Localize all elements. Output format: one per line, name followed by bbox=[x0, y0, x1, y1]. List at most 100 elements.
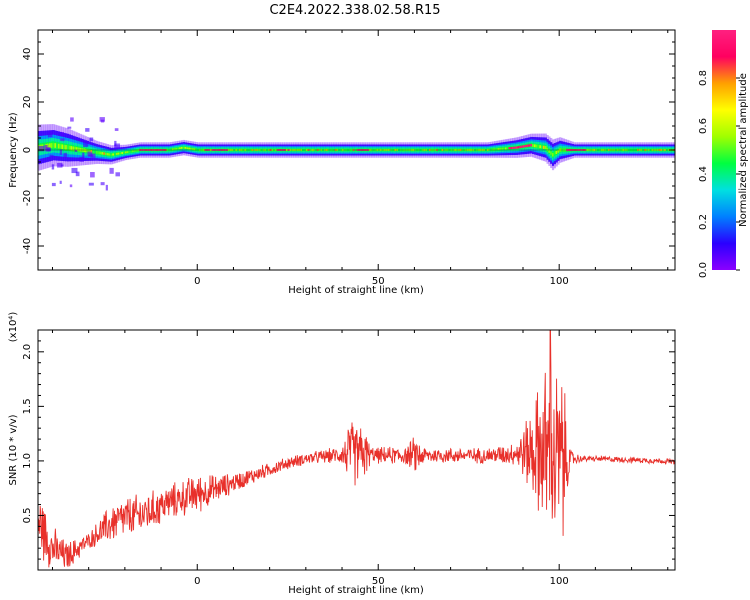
spectrogram-cell bbox=[45, 147, 51, 152]
spectrogram-cell bbox=[177, 147, 180, 150]
spectrogram-cell bbox=[124, 151, 128, 154]
y-tick-label: 1.0 bbox=[22, 453, 33, 469]
spectrogram-cell bbox=[51, 182, 56, 187]
spectrogram-cell bbox=[521, 145, 524, 148]
spectrogram-cell bbox=[175, 147, 178, 150]
spectrogram-cell bbox=[90, 150, 93, 153]
spectrogram-cell bbox=[106, 153, 109, 156]
spectrogram-cell bbox=[497, 148, 500, 151]
x-tick-label: 100 bbox=[550, 576, 569, 587]
y-tick-label: 2.0 bbox=[22, 344, 33, 360]
spectrogram-cell bbox=[515, 146, 518, 149]
spectrogram-cell bbox=[101, 152, 104, 155]
snr-panel: 0 50 100 0.5 1.0 1.5 2.0 Height of straight l… bbox=[8, 312, 676, 596]
spectrogram-cell bbox=[510, 146, 513, 150]
spectrogram-cell bbox=[88, 149, 91, 153]
spectrogram-cell bbox=[52, 142, 55, 148]
spectrogram-cell bbox=[90, 172, 95, 178]
spectrogram-cell bbox=[88, 182, 94, 186]
spectrogram-cell bbox=[513, 146, 517, 149]
x-tick-label: 0 bbox=[194, 276, 200, 287]
spectrogram-cell bbox=[501, 147, 504, 150]
spectrogram-cell bbox=[506, 147, 509, 150]
colorbar-tick-label: 0.0 bbox=[698, 262, 709, 278]
spectrogram-cell bbox=[109, 167, 114, 174]
spectrogram-cell bbox=[503, 147, 506, 150]
colorbar-tick-label: 0.6 bbox=[698, 118, 709, 134]
spectrogram-cell bbox=[54, 143, 57, 148]
spectrogram-cell bbox=[63, 152, 68, 158]
spectrogram-y-axis-label: Frequency (Hz) bbox=[8, 112, 19, 188]
spectrogram-cell bbox=[63, 144, 66, 150]
snr-y-ticks: 0.5 1.0 1.5 2.0 bbox=[22, 340, 675, 560]
y-tick-label: 20 bbox=[22, 96, 33, 109]
y-tick-label: 0 bbox=[22, 147, 33, 153]
spectrogram-cell bbox=[130, 150, 133, 153]
spectrogram-cell bbox=[539, 145, 542, 149]
spectrogram-cell bbox=[105, 184, 108, 191]
spectrogram-cell bbox=[126, 151, 129, 153]
spectrogram-cell bbox=[95, 151, 99, 154]
spectrogram-cell bbox=[117, 152, 120, 155]
colorbar-gradient bbox=[712, 30, 736, 270]
spectrogram-cell bbox=[519, 145, 522, 149]
spectrogram-cell bbox=[60, 138, 65, 142]
spectrogram-cell bbox=[104, 152, 108, 156]
spectrogram-cell bbox=[526, 144, 529, 148]
x-tick-label: 50 bbox=[372, 576, 385, 587]
spectrogram-cell bbox=[59, 144, 62, 149]
spectrogram-cell bbox=[65, 145, 68, 150]
colorbar-tick-label: 0.4 bbox=[698, 166, 709, 182]
spectrogram-cell bbox=[179, 147, 182, 150]
spectrogram-cell bbox=[70, 146, 73, 151]
spectrogram-cell bbox=[115, 152, 119, 155]
spectrogram-cell bbox=[51, 164, 55, 170]
spectrogram-cell bbox=[171, 148, 175, 151]
spectrogram-cell bbox=[99, 117, 105, 122]
spectrogram-cell bbox=[114, 153, 117, 156]
spectrogram-cell bbox=[74, 149, 78, 152]
spectrogram-cell bbox=[59, 149, 63, 155]
spectrogram-cell bbox=[86, 149, 90, 153]
spectrogram-cell bbox=[508, 147, 511, 150]
spectrogram-y-ticks: -40 -20 0 20 40 bbox=[22, 41, 675, 259]
spectrogram-cell bbox=[88, 154, 94, 157]
spectrogram-cell bbox=[557, 149, 560, 153]
spectrogram-cell bbox=[530, 143, 533, 147]
spectrogram-cell bbox=[85, 148, 88, 153]
spectrogram-cell bbox=[38, 145, 45, 152]
colorbar-label: Normalized spectral amplitude bbox=[738, 73, 749, 227]
figure-title: C2E4.2022.338.02.58.R15 bbox=[269, 3, 440, 18]
spectrogram-cell bbox=[97, 151, 100, 154]
spectrogram-cell bbox=[82, 152, 85, 159]
spectrogram-cell bbox=[499, 147, 502, 150]
spectrogram-cell bbox=[191, 148, 195, 150]
spectrogram-cell bbox=[135, 149, 138, 152]
colorbar-ticks: 0.0 0.2 0.4 0.6 0.8 bbox=[698, 70, 740, 278]
spectrogram-cell bbox=[79, 156, 84, 162]
spectrogram-cell bbox=[72, 146, 75, 151]
spectrogram-cell bbox=[551, 153, 555, 157]
spectrogram-cell bbox=[495, 148, 499, 151]
spectrogram-cell bbox=[61, 132, 64, 137]
spectrogram-cell bbox=[83, 141, 89, 148]
spectrogram-cell bbox=[182, 146, 185, 149]
spectrogram-cell bbox=[49, 154, 54, 157]
spectrogram-cell bbox=[548, 149, 551, 153]
spectrogram-cell bbox=[121, 152, 124, 154]
spectrogram-cell bbox=[75, 171, 80, 177]
y-tick-label: 1.5 bbox=[22, 398, 33, 414]
spectrogram-cell bbox=[77, 147, 81, 152]
spectrogram-cell bbox=[512, 146, 515, 150]
spectrogram-cell bbox=[114, 143, 121, 149]
spectrogram-cell bbox=[87, 151, 93, 157]
spectrogram-x-ticks: 0 50 100 bbox=[51, 30, 669, 287]
spectrogram-cell bbox=[173, 148, 176, 150]
spectrogram-cell bbox=[119, 152, 122, 155]
spectrogram-cell bbox=[553, 151, 556, 156]
spectrogram-cell bbox=[108, 153, 111, 156]
spectrogram-cell bbox=[61, 144, 64, 149]
spectrogram-cell bbox=[128, 150, 131, 153]
spectrogram-cell bbox=[494, 148, 497, 151]
